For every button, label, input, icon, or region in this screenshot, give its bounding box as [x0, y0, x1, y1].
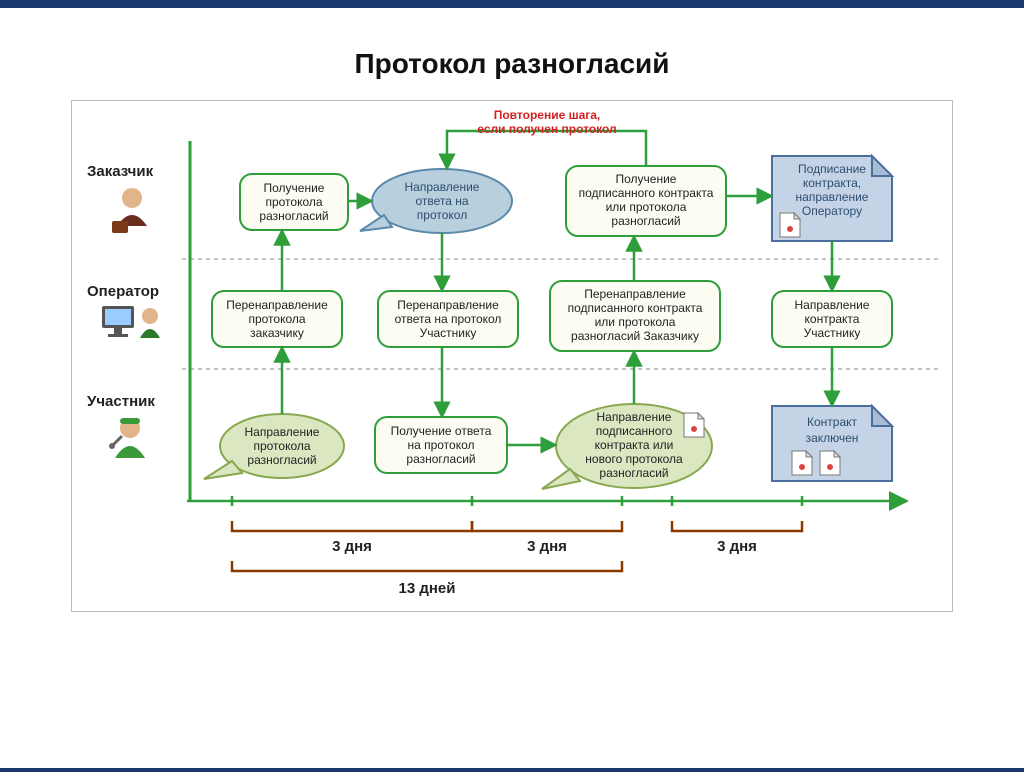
node-n3: Получение протокола разногласий: [240, 174, 348, 230]
svg-text:подписанного контракта: подписанного контракта: [568, 301, 703, 315]
svg-text:Подписание: Подписание: [798, 162, 866, 176]
svg-text:Оператору: Оператору: [802, 204, 862, 218]
svg-text:или протокола: или протокола: [595, 315, 676, 329]
swimlane-diagram: Заказчик Оператор Участник Направление п…: [72, 101, 952, 611]
operator-icon: [102, 306, 160, 338]
node-n6: Получение ответа на протокол разногласий: [375, 417, 507, 473]
repeat-note-1: Повторение шага,: [494, 108, 601, 122]
svg-text:Получение: Получение: [616, 172, 677, 186]
svg-text:Перенаправление: Перенаправление: [397, 298, 499, 312]
svg-text:заключен: заключен: [806, 431, 859, 445]
svg-text:Перенаправление: Перенаправление: [584, 287, 686, 301]
svg-text:ответа на: ответа на: [415, 194, 468, 208]
svg-text:Направление: Направление: [245, 425, 320, 439]
bracket-total: [232, 561, 622, 571]
svg-text:контракта или: контракта или: [595, 438, 674, 452]
svg-text:ответа на протокол: ответа на протокол: [395, 312, 502, 326]
svg-text:или протокола: или протокола: [606, 200, 687, 214]
svg-text:разногласий: разногласий: [611, 214, 680, 228]
svg-text:разногласий: разногласий: [599, 466, 668, 480]
node-n12: Контракт заключен: [772, 406, 892, 481]
svg-text:Направление: Направление: [405, 180, 480, 194]
node-n9: Получение подписанного контракта или про…: [566, 166, 726, 236]
node-n2: Перенаправление протокола заказчику: [212, 291, 342, 347]
days-total: 13 дней: [399, 580, 456, 597]
node-n10: Подписание контракта, направление Операт…: [772, 156, 892, 241]
svg-text:протокол: протокол: [417, 208, 467, 222]
svg-text:направление: направление: [796, 190, 869, 204]
svg-text:Перенаправление: Перенаправление: [226, 298, 328, 312]
svg-text:протокола: протокола: [253, 439, 310, 453]
svg-text:на протокол: на протокол: [407, 438, 474, 452]
bracket-3: [672, 521, 802, 531]
svg-text:контракта,: контракта,: [803, 176, 861, 190]
svg-text:заказчику: заказчику: [250, 326, 304, 340]
svg-text:Участнику: Участнику: [420, 326, 477, 340]
node-n7: Направление подписанного контракта или н…: [542, 404, 712, 489]
node-n4: Направление ответа на протокол: [360, 169, 512, 233]
lane-label-participant: Участник: [87, 393, 155, 410]
customer-icon: [112, 188, 147, 233]
node-n11: Направление контракта Участнику: [772, 291, 892, 347]
svg-text:протокола: протокола: [265, 195, 322, 209]
node-n5: Перенаправление ответа на протокол Участ…: [378, 291, 518, 347]
days-1: 3 дня: [332, 538, 372, 555]
svg-text:Направление: Направление: [795, 298, 870, 312]
svg-text:нового протокола: нового протокола: [585, 452, 683, 466]
page-title: Протокол разногласий: [0, 48, 1024, 80]
lane-label-customer: Заказчик: [87, 163, 154, 180]
svg-text:разногласий: разногласий: [259, 209, 328, 223]
svg-text:разногласий: разногласий: [406, 452, 475, 466]
repeat-note-2: если получен протокол: [477, 122, 616, 136]
node-n1: Направление протокола разногласий: [204, 414, 344, 479]
days-3: 3 дня: [717, 538, 757, 555]
svg-text:разногласий Заказчику: разногласий Заказчику: [571, 329, 699, 343]
svg-text:разногласий: разногласий: [247, 453, 316, 467]
participant-icon: [109, 418, 145, 458]
svg-text:Получение: Получение: [264, 181, 325, 195]
svg-text:Направление: Направление: [597, 410, 672, 424]
lane-label-operator: Оператор: [87, 283, 159, 300]
svg-text:Получение ответа: Получение ответа: [391, 424, 492, 438]
bracket-2: [472, 521, 622, 531]
svg-text:протокола: протокола: [248, 312, 305, 326]
days-2: 3 дня: [527, 538, 567, 555]
bracket-1: [232, 521, 472, 531]
repeat-arrow: [447, 131, 646, 169]
svg-text:подписанного контракта: подписанного контракта: [579, 186, 714, 200]
diagram-container: Заказчик Оператор Участник Направление п…: [71, 100, 953, 612]
svg-text:Участнику: Участнику: [804, 326, 861, 340]
svg-text:контракта: контракта: [805, 312, 860, 326]
svg-text:подписанного: подписанного: [596, 424, 673, 438]
svg-text:Контракт: Контракт: [807, 415, 858, 429]
node-n8: Перенаправление подписанного контракта и…: [550, 281, 720, 351]
